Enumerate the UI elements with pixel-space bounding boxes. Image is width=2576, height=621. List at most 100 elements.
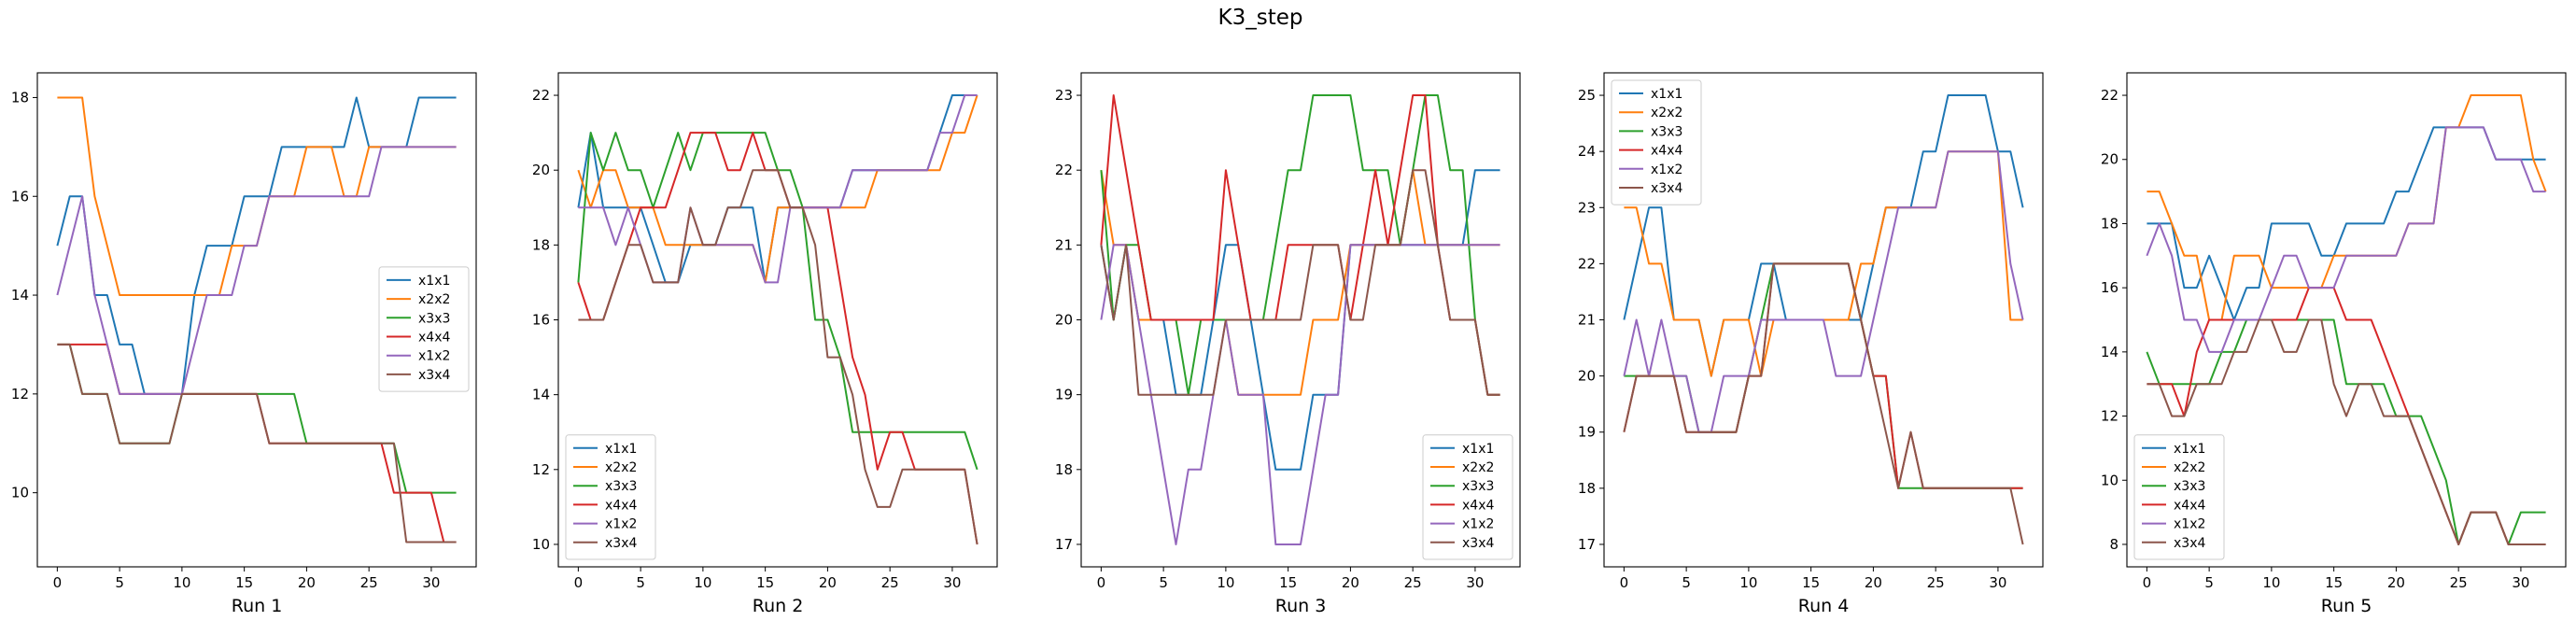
series-line-x3x4 [1100,169,1500,396]
legend-label-x3x4: x3x4 [1462,536,1494,551]
x-tick-label: 10 [2262,574,2280,591]
series-line-x3x4 [1623,262,2024,545]
x-tick-label: 25 [2450,574,2468,591]
x-tick-label: 10 [173,574,190,591]
y-tick-label: 24 [1578,143,1596,160]
legend-label-x3x3: x3x3 [418,311,450,326]
x-tick-label: 0 [574,574,584,591]
figure-title: K3_step [1218,6,1303,30]
y-tick-label: 10 [532,536,550,553]
legend-label-x2x2: x2x2 [605,460,637,475]
y-tick-label: 20 [532,162,550,178]
series-line-x3x4 [57,343,457,543]
legend-label-x4x4: x4x4 [1651,144,1682,159]
legend-label-x1x1: x1x1 [605,442,637,457]
x-tick-label: 30 [422,574,440,591]
series-lines [577,94,978,545]
y-tick-label: 18 [2101,215,2119,232]
y-tick-label: 22 [2101,87,2119,104]
y-tick-label: 18 [532,236,550,253]
legend-label-x4x4: x4x4 [605,498,637,513]
legend-label-x2x2: x2x2 [418,292,450,307]
series-lines [56,96,457,543]
x-tick-label: 30 [1989,574,2006,591]
legend-label-x4x4: x4x4 [1462,498,1494,513]
y-tick-label: 17 [1055,536,1073,553]
legend-label-x1x1: x1x1 [2174,442,2205,457]
legend-label-x1x2: x1x2 [2174,517,2205,532]
y-tick-label: 21 [1578,312,1596,329]
legend-label-x3x4: x3x4 [2174,536,2205,551]
x-tick-label: 15 [235,574,253,591]
y-tick-label: 14 [2101,344,2119,360]
x-tick-label: 30 [943,574,961,591]
y-tick-label: 12 [2101,408,2119,425]
x-tick-label: 0 [1620,574,1629,591]
x-tick-label: 25 [1927,574,1945,591]
y-tick-label: 19 [1055,387,1073,403]
series-line-x1x2 [1100,244,1500,545]
y-tick-label: 22 [1055,162,1073,178]
legend-label-x4x4: x4x4 [2174,498,2205,513]
y-tick-label: 16 [11,188,29,205]
x-axis-label: Run 5 [2321,596,2372,616]
legend-label-x4x4: x4x4 [418,331,450,346]
legend-label-x1x1: x1x1 [1651,87,1682,102]
y-tick-label: 22 [1578,255,1596,272]
legend-label-x1x2: x1x2 [418,349,450,364]
legend: x1x1 x2x2 x3x3 x4x4 x1x2 x3x4 [1422,434,1513,560]
x-tick-label: 30 [1466,574,1484,591]
legend: x1x1 x2x2 x3x3 x4x4 x1x2 x3x4 [1611,79,1702,205]
x-tick-label: 5 [636,574,645,591]
y-tick-label: 18 [1578,480,1596,497]
y-tick-label: 12 [11,386,29,402]
series-line-x1x2 [2146,126,2546,353]
y-tick-label: 12 [532,461,550,478]
legend-label-x3x4: x3x4 [418,368,450,383]
x-tick-label: 0 [1097,574,1106,591]
axes-frame [36,72,477,568]
y-tick-label: 17 [1578,536,1596,553]
legend-label-x2x2: x2x2 [2174,460,2205,475]
x-axis-label: Run 1 [232,596,283,616]
x-axis-label: Run 4 [1798,596,1850,616]
y-tick-label: 20 [1055,312,1073,329]
x-tick-label: 25 [881,574,899,591]
series-line-x1x2 [56,146,457,395]
x-tick-label: 25 [1404,574,1422,591]
y-tick-label: 25 [1578,87,1596,104]
x-tick-label: 15 [2325,574,2343,591]
legend: x1x1 x2x2 x3x3 x4x4 x1x2 x3x4 [378,266,470,392]
x-axis-label: Run 3 [1275,596,1327,616]
series-line-x3x4 [578,169,978,545]
x-tick-label: 20 [2387,574,2405,591]
legend-label-x1x2: x1x2 [1651,162,1682,177]
x-tick-label: 15 [1802,574,1820,591]
x-axis-label: Run 2 [753,596,804,616]
series-lines [1100,94,1500,545]
y-tick-label: 23 [1055,87,1073,104]
legend-label-x1x1: x1x1 [1462,442,1494,457]
y-tick-label: 10 [2101,472,2119,488]
y-tick-label: 19 [1578,424,1596,441]
subplot-5: 0 5 10 15 20 25 30 8 10 12 14 16 18 20 22 Run 5 x1x1 x2x2… [2101,72,2567,616]
legend-label-x3x3: x3x3 [1462,479,1494,494]
x-tick-label: 5 [1682,574,1691,591]
legend-label-x1x1: x1x1 [418,274,450,289]
x-tick-label: 25 [360,574,378,591]
x-tick-label: 20 [1342,574,1359,591]
series-lines [2146,94,2547,545]
legend-label-x2x2: x2x2 [1462,460,1494,475]
y-tick-label: 20 [1578,368,1596,385]
legend-label-x3x3: x3x3 [1651,124,1682,139]
legend-label-x2x2: x2x2 [1651,106,1682,120]
x-tick-label: 5 [1159,574,1168,591]
x-tick-label: 10 [1217,574,1234,591]
series-lines [1623,94,2024,545]
y-tick-label: 20 [2101,151,2119,168]
